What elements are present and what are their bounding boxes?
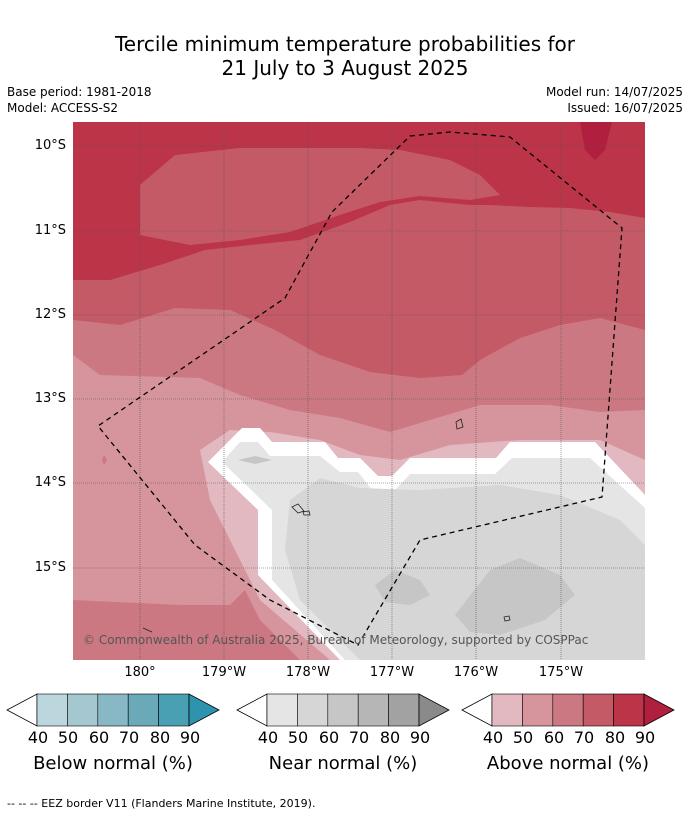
colorbar-swatch	[327, 693, 359, 727]
colorbar-min-arrow	[461, 693, 493, 727]
lon-label: 175°W	[538, 665, 584, 680]
model-run: Model run: 14/07/2025	[545, 85, 683, 99]
contour-near-70-b	[455, 558, 575, 635]
eez-footnote: -- -- -- EEZ border V11 (Flanders Marine…	[7, 797, 316, 810]
colorbar-near-normal	[236, 693, 450, 727]
colorbar-swatch	[613, 693, 645, 727]
contour-above-70-inner	[140, 148, 500, 245]
tick-label: 50	[57, 728, 79, 747]
tick-label: 70	[573, 728, 595, 747]
tick-label: 70	[118, 728, 140, 747]
colorbar-swatch	[127, 693, 159, 727]
lat-label: 13°S	[34, 391, 66, 406]
colorbar-swatch	[266, 693, 298, 727]
colorbar-swatch	[297, 693, 329, 727]
lat-label: 11°S	[34, 223, 66, 238]
tick-label: 40	[27, 728, 49, 747]
lat-label: 15°S	[34, 560, 66, 575]
colorbar-swatch	[552, 693, 584, 727]
probability-map	[73, 122, 645, 660]
tick-label: 60	[88, 728, 110, 747]
colorbar-swatch	[522, 693, 554, 727]
colorbar-swatch	[491, 693, 523, 727]
contour-above-90	[580, 122, 612, 160]
lon-label: 177°W	[369, 665, 415, 680]
tick-label: 80	[379, 728, 401, 747]
tick-label: 90	[634, 728, 656, 747]
title-line-2: 21 July to 3 August 2025	[221, 56, 469, 80]
tick-label: 80	[604, 728, 626, 747]
colorbar-swatch	[388, 693, 420, 727]
grid-lines	[73, 122, 645, 660]
island-4	[503, 615, 511, 622]
tick-label: 80	[149, 728, 171, 747]
tick-label: 90	[179, 728, 201, 747]
map-contours	[73, 122, 645, 660]
colorbar-swatch	[67, 693, 99, 727]
tick-label: 40	[482, 728, 504, 747]
colorbar-label-above: Above normal (%)	[486, 753, 650, 774]
lon-label: 180°	[124, 665, 156, 680]
colorbar-above-normal	[461, 693, 675, 727]
lat-label: 14°S	[34, 475, 66, 490]
contour-near-70-a	[375, 570, 430, 605]
tick-label: 50	[512, 728, 534, 747]
colorbar-max-arrow	[643, 693, 675, 727]
contour-near-60	[285, 478, 645, 660]
islands	[142, 418, 511, 633]
colorbar-swatch	[357, 693, 389, 727]
island-5	[142, 627, 153, 633]
colorbar-label-near: Near normal (%)	[268, 753, 418, 774]
colorbar-swatch	[97, 693, 129, 727]
tick-label: 40	[257, 728, 279, 747]
tick-label: 60	[543, 728, 565, 747]
tick-label: 60	[318, 728, 340, 747]
title-line-1: Tercile minimum temperature probabilitie…	[114, 32, 576, 56]
lat-label: 10°S	[34, 138, 66, 153]
colorbar-max-arrow	[418, 693, 450, 727]
colorbar-swatch	[36, 693, 68, 727]
contour-above-80-north	[73, 122, 140, 252]
tick-label: 50	[287, 728, 309, 747]
contour-above-60-south	[73, 590, 300, 660]
island-2	[291, 503, 305, 514]
colorbar-min-arrow	[6, 693, 38, 727]
lat-label: 12°S	[34, 307, 66, 322]
island-1	[455, 418, 464, 430]
colorbar-below-normal	[6, 693, 220, 727]
colorbar-min-arrow	[236, 693, 268, 727]
lon-label: 179°W	[201, 665, 247, 680]
issued-date: Issued: 16/07/2025	[567, 101, 683, 115]
colorbar-swatch	[158, 693, 190, 727]
tick-label: 70	[348, 728, 370, 747]
model-name: Model: ACCESS-S2	[7, 101, 119, 115]
lon-label: 178°W	[285, 665, 331, 680]
tick-label: 90	[409, 728, 431, 747]
colorbar-max-arrow	[188, 693, 220, 727]
contour-near-70-c	[238, 456, 272, 464]
colorbar-swatch	[582, 693, 614, 727]
island-3	[302, 510, 311, 516]
base-period: Base period: 1981-2018	[7, 85, 152, 99]
copyright-notice: © Commonwealth of Australia 2025, Bureau…	[83, 633, 589, 647]
eez-border	[97, 131, 623, 646]
lon-label: 176°W	[453, 665, 499, 680]
colorbar-label-below: Below normal (%)	[33, 753, 193, 774]
contour-small-dot	[102, 455, 107, 465]
